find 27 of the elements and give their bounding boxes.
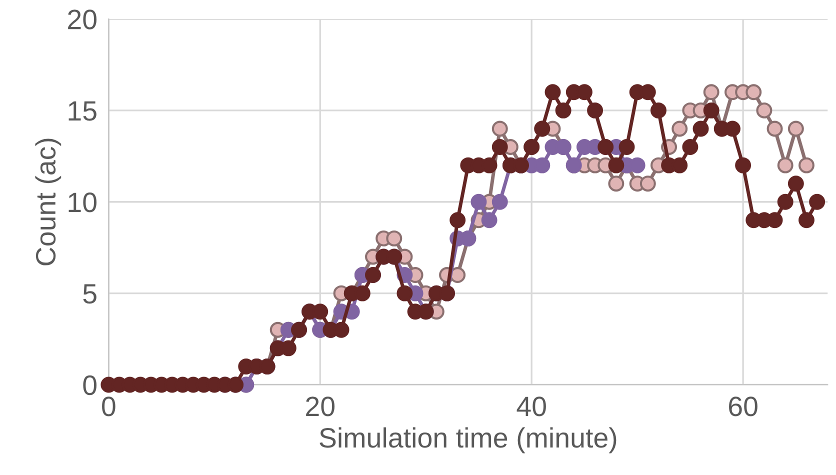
- point: [672, 120, 688, 137]
- y-tick-label: 20: [68, 10, 96, 30]
- point: [608, 176, 624, 192]
- x-tick-label: 0: [102, 396, 116, 416]
- point: [450, 267, 466, 284]
- y-tick-label: 5: [83, 284, 96, 304]
- x-tick-label: 20: [306, 396, 334, 416]
- x-tick-label: 40: [516, 396, 546, 416]
- point: [481, 212, 498, 228]
- point: [492, 194, 508, 210]
- y-tick-label: 15: [68, 101, 96, 121]
- point: [756, 102, 772, 118]
- point: [492, 120, 508, 137]
- point: [766, 120, 783, 137]
- point: [746, 84, 762, 100]
- y-tick-label: 0: [83, 375, 96, 396]
- x-tick-label: 60: [729, 396, 758, 416]
- point: [777, 157, 794, 174]
- point: [798, 157, 814, 174]
- point: [640, 176, 656, 192]
- point: [470, 194, 487, 210]
- point: [386, 230, 402, 246]
- point: [703, 84, 720, 100]
- x-axis-title: Simulation time (minute): [320, 427, 616, 454]
- point: [788, 120, 804, 137]
- y-tick-label: 10: [68, 192, 96, 212]
- y-axis-title: Count (ac): [35, 138, 62, 266]
